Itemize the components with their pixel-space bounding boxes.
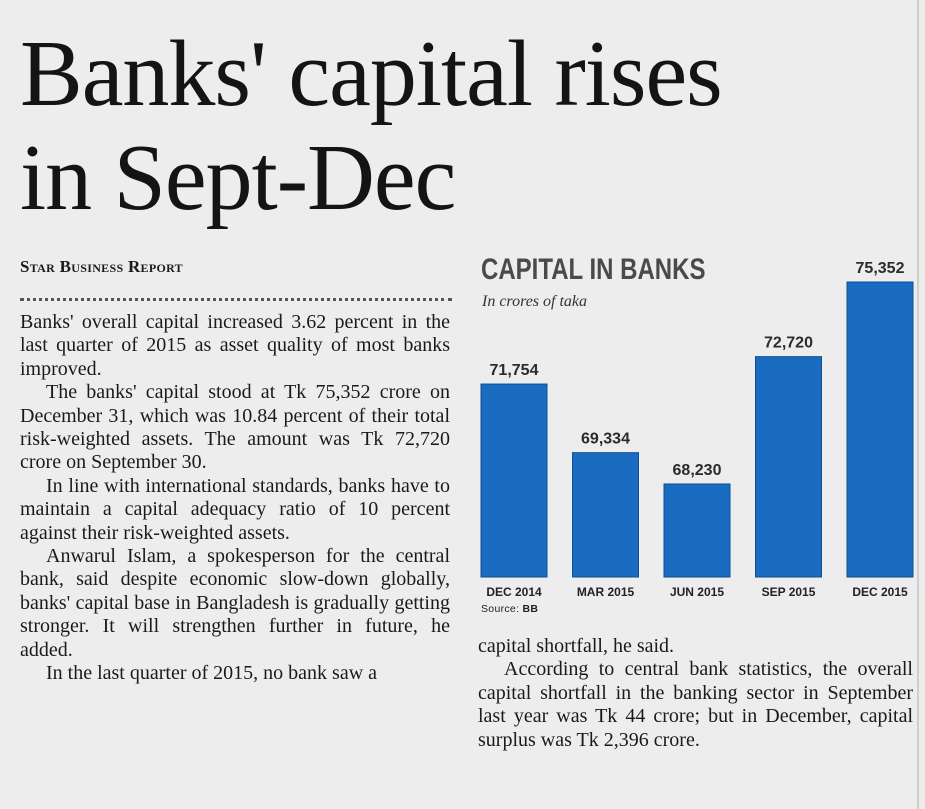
category-label: JUN 2015 [670,585,724,599]
bar-mar-2015 [572,452,639,578]
paragraph-6: capital shortfall, he said. [478,635,675,657]
chart-source: Source: BB [481,603,538,615]
paragraph-3: In line with international standards, ba… [20,474,450,544]
paragraph-2: The banks' capital stood at Tk 75,352 cr… [20,381,450,474]
headline-line-2: in Sept-Dec [20,126,456,230]
paragraph-5: In the last quarter of 2015, no bank saw… [46,662,378,685]
page-edge [917,0,919,809]
article-column-right: capital shortfall, he said. According to… [478,635,913,752]
bar-jun-2015 [663,483,731,578]
capital-bar-chart: 71,754 DEC 2014 69,334 MAR 2015 68,230 JUN 20… [480,260,914,599]
bar-value-label: 72,720 [764,335,813,352]
paragraph-4: Anwarul Islam, a spokesperson for the ce… [20,545,450,661]
bar-dec-2015 [846,281,914,578]
bar-value-label: 71,754 [490,362,539,379]
article-column-left: Banks' overall capital increased 3.62 pe… [20,311,450,686]
bar-value-label: 75,352 [856,260,905,277]
category-label: DEC 2014 [486,585,542,599]
headline: Banks' capital rises in Sept-Dec [20,22,910,230]
chart-source-name: BB [522,603,539,615]
paragraph-1: Banks' overall capital increased 3.62 pe… [20,311,450,380]
headline-line-1: Banks' capital rises [20,22,723,126]
chart-title: CAPITAL IN BANKS [481,253,706,286]
category-label: SEP 2015 [762,585,816,599]
bar-value-label: 68,230 [673,462,722,479]
dotted-divider [20,298,452,301]
chart-subtitle: In crores of taka [482,293,588,310]
category-label: DEC 2015 [852,585,908,599]
bar-value-label: 69,334 [581,431,630,448]
bar-sep-2015 [755,356,822,578]
bar-dec-2014 [480,383,548,578]
chart-source-prefix: Source: [481,603,523,615]
category-label: MAR 2015 [577,585,635,599]
byline: Star Business Report [20,257,183,276]
paragraph-7: According to central bank statistics, th… [478,658,913,751]
